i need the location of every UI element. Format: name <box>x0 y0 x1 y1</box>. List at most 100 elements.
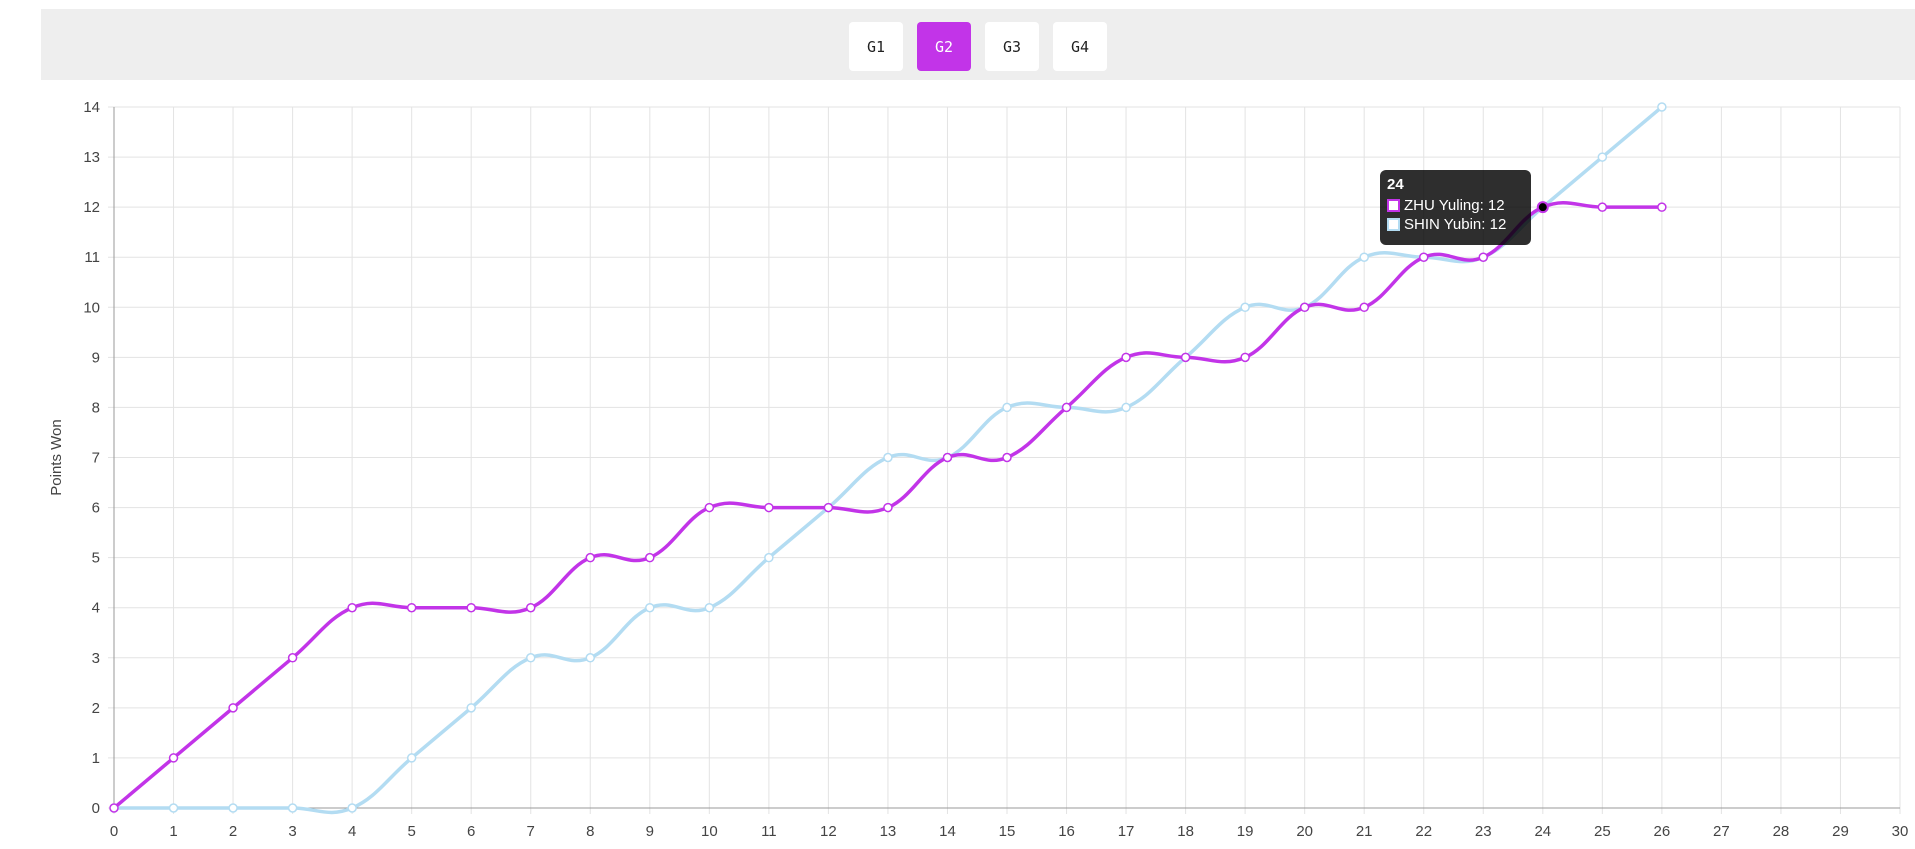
y-tick-label: 6 <box>92 500 100 517</box>
x-tick-label: 7 <box>527 823 535 840</box>
data-point-zhu <box>466 602 476 613</box>
x-tick-label: 14 <box>939 823 956 840</box>
y-axis-title: Points Won <box>48 419 65 495</box>
data-point-zhu <box>1180 352 1191 363</box>
data-point-zhu <box>823 502 834 513</box>
x-tick-label: 8 <box>586 823 594 840</box>
x-tick-label: 4 <box>348 823 356 840</box>
x-tick-label: 0 <box>110 823 118 840</box>
data-point-zhu <box>228 703 238 713</box>
x-tick-label: 30 <box>1892 823 1909 840</box>
game-tab-g3[interactable]: G3 <box>985 22 1039 71</box>
data-point-shin <box>585 653 596 663</box>
x-tick-label: 26 <box>1654 823 1671 840</box>
y-tick-label: 10 <box>83 299 100 316</box>
x-tick-label: 21 <box>1356 823 1373 840</box>
y-tick-label: 2 <box>92 700 100 717</box>
game-tab-g1[interactable]: G1 <box>849 22 903 71</box>
x-tick-label: 28 <box>1773 823 1790 840</box>
data-point-shin <box>287 803 298 813</box>
x-tick-label: 10 <box>701 823 718 840</box>
data-point-shin <box>168 803 179 813</box>
tooltip-label-shin: SHIN Yubin: 12 <box>1404 216 1507 233</box>
y-tick-label: 1 <box>92 750 100 767</box>
hovered-point <box>1536 201 1549 214</box>
data-point-zhu <box>1121 352 1131 363</box>
data-point-zhu <box>1418 252 1429 262</box>
y-tick-label: 9 <box>92 349 100 366</box>
y-tick-label: 5 <box>92 550 100 567</box>
x-tick-label: 12 <box>820 823 837 840</box>
data-point-zhu <box>1597 202 1608 212</box>
x-tick-label: 18 <box>1177 823 1194 840</box>
x-tick-label: 24 <box>1534 823 1551 840</box>
series-line-shin <box>112 105 1664 815</box>
tooltip-title: 24 <box>1387 176 1404 193</box>
x-tick-label: 29 <box>1832 823 1849 840</box>
x-tick-label: 19 <box>1237 823 1254 840</box>
data-point-zhu <box>1002 452 1012 463</box>
data-point-shin <box>1359 252 1369 262</box>
x-tick-label: 27 <box>1713 823 1730 840</box>
hover-tooltip: 24 ZHU Yuling: 12 SHIN Yubin: 12 <box>1380 170 1531 245</box>
data-point-shin <box>1002 402 1012 413</box>
y-tick-label: 13 <box>83 149 100 166</box>
data-point-zhu <box>645 552 655 563</box>
data-point-shin <box>406 753 417 763</box>
data-point-zhu <box>347 602 357 613</box>
tooltip-label-zhu: ZHU Yuling: 12 <box>1404 197 1505 214</box>
data-point-shin <box>704 602 715 613</box>
data-point-shin <box>228 803 238 813</box>
data-point-shin <box>1240 302 1250 313</box>
tooltip-swatch-zhu <box>1387 199 1400 212</box>
x-tick-label: 23 <box>1475 823 1492 840</box>
data-point-zhu <box>704 502 715 513</box>
x-tick-label: 20 <box>1296 823 1313 840</box>
data-point-shin <box>764 552 774 563</box>
x-tick-label: 13 <box>880 823 897 840</box>
data-point-zhu <box>168 753 179 763</box>
data-point-zhu <box>1657 202 1667 212</box>
x-tick-label: 15 <box>999 823 1016 840</box>
y-tick-label: 8 <box>92 399 100 416</box>
x-tick-label: 11 <box>761 823 777 840</box>
x-tick-label: 6 <box>467 823 475 840</box>
x-tick-label: 1 <box>169 823 177 840</box>
data-point-zhu <box>585 552 596 563</box>
x-tick-label: 2 <box>229 823 237 840</box>
data-point-shin <box>645 602 655 613</box>
y-tick-label: 14 <box>83 99 100 116</box>
y-tick-label: 11 <box>84 249 100 266</box>
data-point-zhu <box>1478 252 1489 262</box>
game-tab-g2[interactable]: G2 <box>917 22 971 71</box>
y-tick-label: 3 <box>92 650 100 667</box>
data-point-zhu <box>287 653 298 663</box>
tooltip-row-zhu: ZHU Yuling: 12 <box>1387 196 1524 215</box>
x-tick-label: 3 <box>288 823 296 840</box>
data-point-zhu <box>1359 302 1369 313</box>
data-point-zhu <box>1061 402 1072 413</box>
y-tick-label: 4 <box>92 600 100 617</box>
x-tick-label: 9 <box>646 823 654 840</box>
data-point-zhu <box>942 452 953 463</box>
data-point-shin <box>466 703 476 713</box>
game-tab-g4[interactable]: G4 <box>1053 22 1107 71</box>
data-point-zhu <box>1299 302 1310 313</box>
data-point-shin <box>1657 102 1667 112</box>
data-point-zhu <box>1240 352 1250 363</box>
game-selector-bar: G1 G2 G3 G4 <box>41 9 1915 80</box>
tooltip-row-shin: SHIN Yubin: 12 <box>1387 215 1524 234</box>
data-point-zhu <box>109 803 119 813</box>
y-tick-label: 7 <box>92 450 100 467</box>
data-point-shin <box>347 803 357 813</box>
data-point-zhu <box>525 602 536 613</box>
x-tick-label: 16 <box>1058 823 1075 840</box>
y-tick-label: 12 <box>83 199 100 216</box>
data-point-zhu <box>883 502 893 513</box>
data-point-zhu <box>764 502 774 513</box>
data-point-shin <box>525 653 536 663</box>
data-point-shin <box>883 452 893 463</box>
data-point-zhu <box>406 602 417 613</box>
x-tick-label: 22 <box>1415 823 1432 840</box>
data-point-shin <box>1121 402 1131 413</box>
